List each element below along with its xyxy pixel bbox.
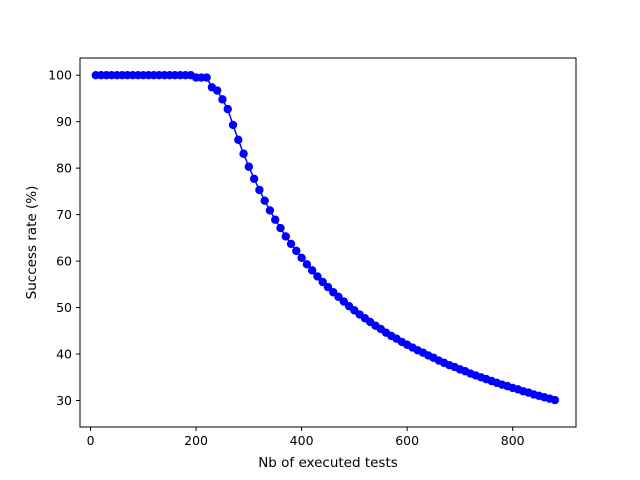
data-point [234,135,243,144]
data-point [286,239,296,249]
x-tick-label: 400 [290,433,314,448]
data-point [276,223,285,233]
data-point [318,277,327,287]
data-point [297,253,306,263]
data-point [218,95,227,104]
y-tick-label: 40 [56,347,72,362]
data-point [550,395,560,405]
data-point [323,282,333,292]
x-tick-label: 200 [184,433,208,448]
x-tick-label: 600 [395,433,419,448]
data-point [244,162,254,171]
data-point [249,174,259,184]
y-tick-label: 50 [56,300,72,315]
y-axis-label: Success rate (%) [24,186,40,300]
y-tick-label: 80 [56,161,72,176]
data-point [292,246,301,256]
y-tick-label: 90 [56,114,72,129]
y-tick-label: 70 [56,207,72,222]
data-point [228,120,238,130]
y-axis: 30 40 50 60 70 80 90 100 [48,68,80,408]
x-tick-label: 0 [87,433,95,448]
data-point [223,104,232,114]
data-point [202,73,211,82]
data-point [302,260,312,269]
data-point [265,206,275,215]
y-tick-label: 30 [56,393,72,408]
data-point [307,266,317,275]
x-tick-label: 800 [501,433,525,448]
x-axis-label: Nb of executed tests [258,455,398,471]
data-point [239,149,248,158]
data-point [271,215,280,224]
data-point [255,185,264,195]
x-axis: 0 200 400 600 800 [87,427,525,448]
data-point [281,232,290,241]
data-point [212,86,222,95]
y-tick-label: 100 [48,68,72,83]
plot-area [91,71,560,405]
axes-frame [79,57,577,428]
data-point [260,196,269,205]
y-tick-label: 60 [56,254,72,269]
data-point [313,272,322,281]
